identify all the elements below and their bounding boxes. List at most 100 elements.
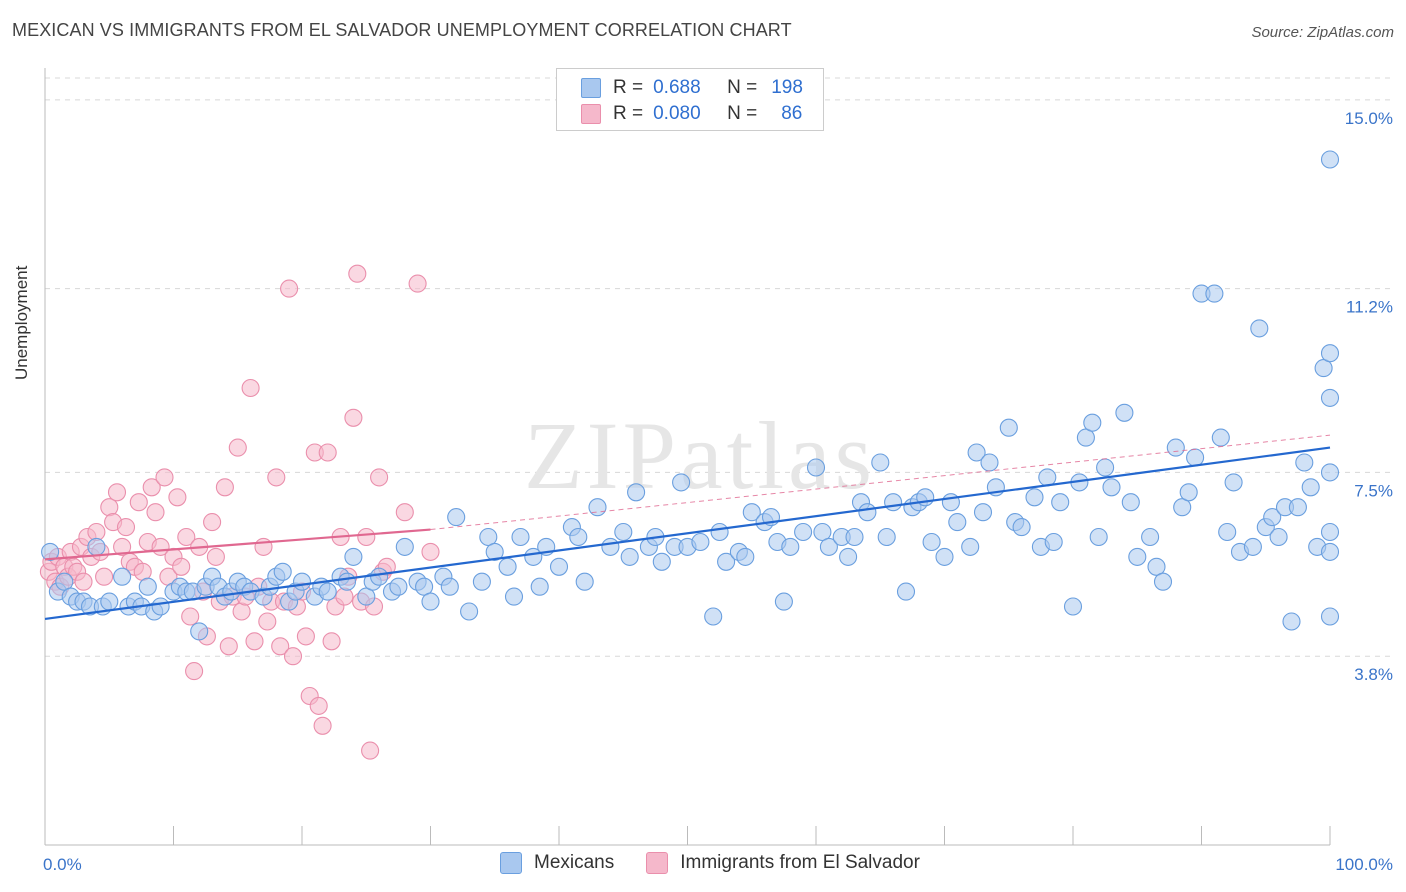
pink-series — [39, 264, 440, 760]
mexicans-point — [1128, 547, 1147, 566]
el-salvador-point — [241, 378, 260, 398]
mexicans-point — [614, 522, 633, 542]
tick-labels: 3.8% 7.5% 11.2% 15.0% 0.0% 100.0% — [43, 109, 1393, 874]
el-salvador-point — [309, 696, 328, 715]
mexicans-point — [318, 582, 337, 601]
legend-row-mexicans: R = 0.688 N = 198 — [581, 77, 803, 99]
mexicans-point — [1288, 498, 1307, 517]
el-salvador-point — [155, 468, 174, 487]
source-label: Source: ZipAtlas.com — [1251, 24, 1394, 41]
watermark: ZIPatlas — [524, 402, 876, 509]
mexicans-point — [337, 572, 357, 591]
mexicans-point — [1263, 508, 1282, 527]
mexicans-point — [1269, 527, 1288, 547]
mexicans-point — [1282, 612, 1301, 631]
mexicans-point — [1115, 403, 1134, 422]
mexicans-point — [357, 587, 376, 606]
mexicans-trend-line — [44, 446, 1331, 621]
mexicans-point — [1179, 483, 1198, 502]
el-salvador-point — [296, 627, 315, 646]
y-tick-label: 15.0% — [1345, 109, 1393, 128]
mexicans-point — [530, 577, 549, 596]
mexicans-point — [504, 587, 524, 606]
mexicans-swatch — [500, 852, 522, 874]
blue-series — [41, 150, 1340, 641]
mexicans-point — [1320, 344, 1340, 363]
mexicans-point — [1147, 557, 1166, 576]
el-salvador-point — [181, 607, 200, 626]
mexicans-point — [1141, 527, 1160, 547]
mexicans-point — [1295, 453, 1314, 472]
mexicans-point — [858, 503, 877, 522]
mexicans-point — [1224, 473, 1243, 492]
el-salvador-point — [232, 602, 251, 621]
mexicans-point — [447, 508, 466, 527]
mexicans-point — [1314, 359, 1333, 378]
mexicans-point — [1320, 388, 1340, 407]
mexicans-point — [138, 577, 157, 596]
mexicans-point — [1076, 428, 1095, 447]
mexicans-point — [717, 552, 736, 571]
mexicans-point — [344, 547, 363, 566]
mexicans-point — [485, 542, 504, 561]
mexicans-point — [479, 527, 498, 547]
el-salvador-point — [245, 632, 264, 651]
el-salvador-trend-line — [44, 528, 431, 561]
el-salvador-point — [395, 503, 414, 522]
axes — [44, 68, 1331, 846]
mexicans-point — [935, 547, 954, 566]
el-salvador-point — [313, 716, 332, 735]
mexicans-point — [1089, 527, 1108, 547]
mexicans-point — [55, 572, 74, 591]
el-salvador-point — [172, 557, 191, 576]
mexicans-point — [415, 577, 434, 596]
mexicans-point — [472, 572, 491, 591]
el-salvador-trend-extension — [430, 434, 1331, 531]
mexicans-point — [672, 473, 691, 492]
n-label: N = — [727, 103, 758, 124]
mexicans-point — [460, 602, 479, 621]
mexicans-point — [1301, 478, 1320, 497]
mexicans-point — [781, 537, 800, 556]
mexicans-point — [1173, 498, 1192, 517]
el-salvador-point — [168, 488, 187, 507]
mexicans-point — [1063, 597, 1083, 616]
mexicans-point — [1096, 458, 1115, 477]
el-salvador-point — [74, 572, 93, 591]
mexicans-point — [961, 537, 980, 556]
mexicans-point — [877, 527, 896, 547]
mexicans-point — [620, 547, 639, 566]
mexicans-point — [627, 483, 646, 502]
y-axis-label: Unemployment — [12, 265, 31, 380]
mexicans-point — [736, 547, 755, 566]
el-salvador-point — [95, 567, 114, 586]
mexicans-point — [1320, 150, 1340, 169]
mexicans-point — [884, 493, 903, 512]
el-salvador-point — [258, 612, 277, 631]
mexicans-point — [588, 498, 607, 517]
mexicans-point — [292, 572, 312, 591]
mexicans-point — [41, 542, 60, 561]
el-salvador-point — [361, 741, 380, 760]
el-salvador-point — [408, 274, 427, 293]
el-salvador-point — [206, 547, 225, 566]
mexicans-point — [845, 527, 864, 547]
el-salvador-point — [142, 478, 161, 497]
mexicans-point — [1250, 319, 1269, 338]
mexicans-point — [1218, 522, 1237, 542]
y-tick-label: 11.2% — [1346, 298, 1393, 317]
n-value: 86 — [781, 103, 803, 124]
mexicans-point — [113, 567, 132, 586]
r-value: 0.688 — [653, 77, 701, 98]
n-value: 198 — [771, 77, 803, 98]
el-salvador-point — [203, 513, 222, 532]
r-label: R = — [613, 77, 644, 98]
mexicans-point — [1320, 463, 1340, 482]
mexicans-point — [151, 597, 170, 616]
el-salvador-point — [322, 632, 341, 651]
mexicans-point — [601, 537, 620, 556]
el-salvador-point — [370, 468, 389, 487]
mexicans-point — [575, 572, 594, 591]
r-label: R = — [613, 103, 644, 124]
mexicans-point — [999, 418, 1018, 437]
